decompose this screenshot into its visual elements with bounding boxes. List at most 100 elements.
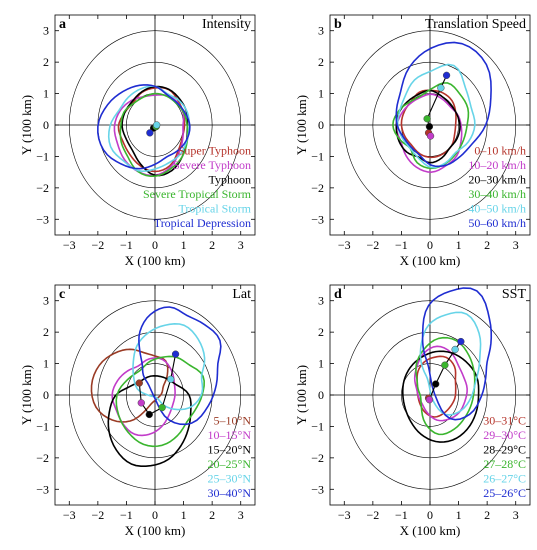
- contour-25-26-c: [421, 287, 493, 421]
- contour-10-15-n: [111, 357, 176, 437]
- x-axis-label: X (100 km): [400, 253, 461, 268]
- legend-entry: 20–30 km/h: [468, 173, 526, 187]
- legend-entry: 30–40°N: [208, 486, 252, 500]
- legend-entry: 20–25°N: [208, 457, 252, 471]
- contour-28-29-c: [401, 350, 480, 443]
- x-tick-label: −2: [91, 238, 104, 252]
- x-tick-label: 2: [209, 238, 215, 252]
- center-point: [451, 345, 459, 354]
- center-point: [426, 132, 435, 140]
- x-tick-label: 2: [209, 508, 215, 522]
- legend-entry: 29–30°C: [483, 428, 526, 442]
- y-tick-label: 3: [318, 24, 324, 38]
- y-tick-label: −1: [311, 149, 324, 163]
- panel-title: Translation Speed: [425, 17, 526, 32]
- x-axis-label: X (100 km): [400, 523, 461, 538]
- contour-typhoon: [121, 85, 189, 177]
- x-tick-label: 0: [152, 508, 158, 522]
- legend: 5–10°N10–15°N15–20°N20–25°N25–30°N30–40°…: [208, 414, 252, 501]
- contour-20-30-km-h: [395, 89, 461, 164]
- y-tick-label: −1: [36, 419, 49, 433]
- legend-entry: Typhoon: [209, 173, 252, 187]
- y-tick-label: 0: [43, 388, 49, 402]
- x-tick-label: −1: [395, 238, 408, 252]
- x-tick-label: 2: [484, 508, 490, 522]
- legend-entry: 25–30°N: [208, 472, 252, 486]
- contour-25-30-n: [132, 322, 206, 411]
- legend: 0–10 km/h10–20 km/h20–30 km/h30–40 km/h4…: [468, 144, 526, 231]
- legend-entry: 40–50 km/h: [468, 202, 526, 216]
- center-point: [442, 71, 451, 79]
- x-tick-label: −1: [120, 508, 133, 522]
- y-tick-label: −2: [311, 451, 324, 465]
- center-point: [135, 379, 143, 387]
- center-point: [158, 403, 166, 412]
- x-tick-label: 1: [181, 508, 187, 522]
- legend-entry: Tropical Storm: [178, 202, 251, 216]
- x-tick-label: −1: [120, 238, 133, 252]
- y-axis-label: Y (100 km): [294, 365, 309, 425]
- x-tick-label: 1: [456, 238, 462, 252]
- y-tick-label: −2: [36, 451, 49, 465]
- contour-tropical-depression: [97, 84, 191, 170]
- y-tick-label: 0: [318, 118, 324, 132]
- y-tick-label: 3: [318, 294, 324, 308]
- y-axis-label: Y (100 km): [19, 95, 34, 155]
- x-tick-label: 1: [181, 238, 187, 252]
- center-point: [153, 121, 161, 129]
- legend: 30–31°C29–30°C28–29°C27–28°C26–27°C25–26…: [483, 414, 526, 501]
- contour-40-50-km-h: [396, 63, 476, 169]
- contour-20-25-n: [115, 355, 205, 448]
- panel-title: Lat: [232, 287, 251, 302]
- contour-30-40-n: [138, 306, 222, 426]
- y-tick-label: 2: [43, 325, 49, 339]
- legend-entry: 10–20 km/h: [468, 158, 526, 172]
- panel-d: −3 −3 −2 −2 −1 −1 0 0 1 1 2 2 3 3 X (100 km) Y (100 km)…: [294, 284, 531, 538]
- x-tick-label: −3: [63, 238, 76, 252]
- panel-letter: a: [59, 17, 66, 32]
- x-axis-label: X (100 km): [125, 253, 186, 268]
- legend-entry: 50–60 km/h: [468, 216, 526, 230]
- contour-29-30-c: [413, 345, 468, 422]
- y-tick-label: 2: [43, 55, 49, 69]
- x-tick-label: −2: [366, 238, 379, 252]
- center-point: [423, 115, 431, 123]
- y-tick-label: 0: [43, 118, 49, 132]
- legend-entry: 30–31°C: [483, 414, 526, 428]
- legend-entry: 28–29°C: [483, 443, 526, 457]
- y-tick-label: 1: [318, 357, 324, 371]
- y-tick-label: 1: [43, 87, 49, 101]
- y-tick-label: 2: [318, 325, 324, 339]
- legend-entry: 5–10°N: [214, 414, 252, 428]
- x-tick-label: 3: [238, 238, 244, 252]
- x-tick-label: −3: [63, 508, 76, 522]
- panel-letter: d: [334, 287, 342, 302]
- legend-entry: Severe Typhoon: [173, 158, 251, 172]
- x-tick-label: −2: [366, 508, 379, 522]
- y-tick-label: 1: [43, 357, 49, 371]
- panel-title: Intensity: [202, 17, 251, 32]
- x-tick-label: 3: [513, 238, 519, 252]
- center-point: [441, 361, 449, 369]
- y-tick-label: −2: [36, 181, 49, 195]
- legend-entry: 30–40 km/h: [468, 187, 526, 201]
- legend-entry: Severe Tropical Storm: [143, 187, 252, 201]
- y-tick-label: −1: [311, 419, 324, 433]
- y-tick-label: 1: [318, 87, 324, 101]
- panel-letter: c: [59, 287, 65, 302]
- legend-entry: Tropical Depression: [154, 216, 251, 230]
- x-tick-label: 0: [427, 508, 433, 522]
- y-tick-label: −3: [36, 482, 49, 496]
- y-tick-label: −3: [311, 482, 324, 496]
- x-tick-label: −1: [395, 508, 408, 522]
- panel-title: SST: [502, 287, 527, 302]
- center-point: [425, 396, 434, 404]
- contour-30-40-km-h: [392, 82, 470, 170]
- center-point: [425, 122, 434, 131]
- panel-letter: b: [334, 17, 342, 32]
- panel-c: −3 −3 −2 −2 −1 −1 0 0 1 1 2 2 3 3 X (100 km) Y (100 km)…: [19, 284, 256, 538]
- y-tick-label: 3: [43, 294, 49, 308]
- y-tick-label: 0: [318, 388, 324, 402]
- legend-entry: Super Typhoon: [178, 144, 251, 158]
- x-tick-label: −2: [91, 508, 104, 522]
